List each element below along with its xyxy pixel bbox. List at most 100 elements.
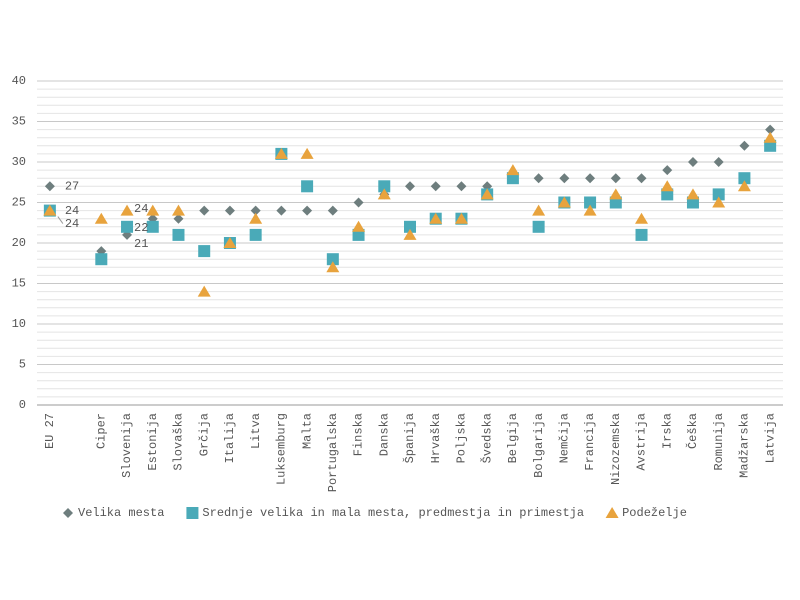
- x-tick-label: Madžarska: [738, 413, 752, 478]
- point: [403, 228, 417, 240]
- y-tick-label: 15: [12, 277, 26, 291]
- point: [585, 173, 596, 184]
- y-tick-label: 35: [12, 115, 26, 129]
- x-tick-label: Portugalska: [326, 413, 340, 492]
- point: [662, 165, 673, 176]
- x-tick-label: Avstrija: [635, 413, 649, 471]
- point: [763, 131, 777, 143]
- point: [173, 213, 184, 224]
- x-tick-label: Italija: [223, 413, 237, 463]
- point: [687, 157, 698, 167]
- point: [480, 188, 494, 200]
- point: [686, 188, 700, 200]
- point: [249, 212, 263, 224]
- x-tick-label: Irska: [660, 413, 674, 449]
- point: [121, 220, 134, 233]
- legend-label: Velika mesta: [78, 506, 164, 520]
- x-tick-label: Hrvaška: [429, 413, 443, 463]
- x-tick-label: Švedska: [479, 413, 494, 463]
- y-tick-label: 25: [12, 196, 26, 210]
- point: [764, 139, 777, 152]
- point: [532, 220, 545, 233]
- point: [197, 285, 211, 297]
- x-tick-label: Litva: [249, 413, 263, 449]
- y-tick-label: 0: [19, 398, 26, 412]
- point: [635, 228, 648, 241]
- point: [94, 212, 108, 224]
- legend-label: Srednje velika in mala mesta, predmestja…: [202, 506, 584, 520]
- point: [224, 205, 235, 216]
- point: [276, 205, 287, 216]
- point: [429, 212, 443, 224]
- point: [533, 173, 544, 184]
- data-label: 24: [65, 204, 79, 218]
- point: [557, 196, 571, 208]
- point: [739, 140, 750, 151]
- point: [661, 188, 674, 201]
- point: [405, 181, 415, 192]
- legend-marker: [186, 507, 199, 519]
- point: [352, 228, 365, 241]
- point: [430, 181, 441, 192]
- point: [738, 172, 751, 185]
- point: [559, 173, 570, 184]
- point: [660, 180, 674, 192]
- point: [713, 157, 724, 167]
- point: [635, 212, 649, 224]
- point: [120, 204, 134, 216]
- x-tick-label: Luksemburg: [275, 413, 289, 485]
- x-tick-label: EU 27: [43, 413, 57, 449]
- x-tick-label: Ciper: [94, 413, 108, 449]
- x-tick-label: Nizozemska: [609, 413, 623, 485]
- leader-line: [57, 216, 64, 224]
- point: [456, 181, 467, 192]
- point: [737, 180, 751, 192]
- point: [583, 204, 597, 216]
- x-tick-label: Malta: [300, 413, 314, 449]
- point: [327, 205, 338, 216]
- point: [43, 204, 57, 216]
- point: [249, 228, 262, 241]
- point: [199, 205, 210, 216]
- x-tick-label: Finska: [352, 413, 366, 456]
- data-label: 27: [65, 179, 79, 193]
- point: [353, 197, 364, 208]
- point: [636, 173, 647, 184]
- x-tick-label: Češka: [685, 413, 700, 449]
- y-tick-label: 5: [19, 358, 26, 372]
- point: [454, 212, 468, 224]
- x-tick-label: Francija: [583, 413, 597, 471]
- point: [198, 245, 211, 258]
- y-tick-label: 30: [12, 155, 26, 169]
- legend-marker: [605, 507, 619, 518]
- x-tick-label: Grčija: [197, 413, 211, 456]
- point: [610, 173, 621, 184]
- x-tick-label: Nemčija: [558, 413, 572, 463]
- point: [609, 196, 622, 209]
- x-tick-label: Slovenija: [120, 413, 134, 478]
- point: [532, 204, 546, 216]
- point: [352, 220, 366, 232]
- point: [44, 181, 55, 192]
- point: [712, 196, 726, 208]
- y-tick-label: 10: [12, 317, 26, 331]
- point: [712, 188, 725, 201]
- x-tick-label: Bolgarija: [532, 413, 546, 478]
- point: [326, 261, 340, 273]
- data-label: 22: [134, 221, 148, 235]
- point: [506, 172, 519, 185]
- point: [301, 180, 314, 193]
- x-tick-label: Slovaška: [172, 413, 186, 471]
- point: [223, 237, 237, 248]
- point: [250, 205, 261, 216]
- point: [95, 253, 108, 266]
- y-tick-label: 20: [12, 236, 26, 250]
- point: [584, 196, 597, 209]
- point: [686, 196, 699, 209]
- x-tick-label: Latvija: [763, 413, 777, 463]
- point: [300, 147, 314, 159]
- x-tick-label: Poljska: [455, 413, 469, 463]
- x-tick-label: Belgija: [506, 413, 520, 463]
- legend-label: Podeželje: [622, 506, 687, 520]
